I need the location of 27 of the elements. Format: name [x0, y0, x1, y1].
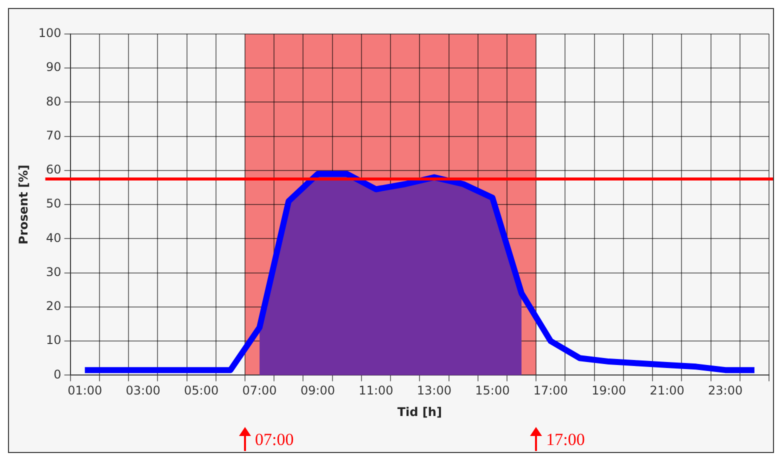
y-tick-label: 0 [54, 367, 62, 382]
y-tick-label: 20 [46, 299, 62, 314]
x-tick-label: 11:00 [358, 384, 394, 398]
x-tick-label: 19:00 [592, 384, 626, 398]
x-tick-label: 15:00 [475, 384, 510, 398]
text: 17:00 [546, 430, 585, 450]
y-tick-label: 40 [46, 230, 62, 245]
x-tick-label: 01:00 [68, 384, 102, 398]
y-tick-label: 90 [46, 60, 62, 74]
y-tick-label: 80 [46, 94, 62, 108]
y-tick-label: 100 [38, 26, 62, 40]
x-tick-label: 13:00 [416, 384, 452, 398]
x-tick-label: 21:00 [650, 384, 684, 398]
x-tick-label: 09:00 [300, 384, 336, 398]
y-tick-label: 10 [46, 333, 62, 348]
y-tick-label: 50 [46, 196, 62, 211]
x-tick-label: 17:00 [533, 384, 568, 398]
x-tick-label: 23:00 [708, 384, 743, 398]
x-tick-label: 03:00 [126, 384, 160, 398]
text: 07:00 [254, 430, 294, 450]
x-tick-label: 07:00 [242, 384, 277, 398]
y-tick-label: 30 [46, 264, 62, 279]
x-axis-title: Tid [h] [397, 404, 442, 419]
x-tick-label: 05:00 [184, 384, 219, 398]
y-tick-label: 70 [46, 128, 62, 142]
y-axis-title: Prosent [%] [16, 164, 30, 244]
y-tick-label: 60 [46, 162, 62, 177]
